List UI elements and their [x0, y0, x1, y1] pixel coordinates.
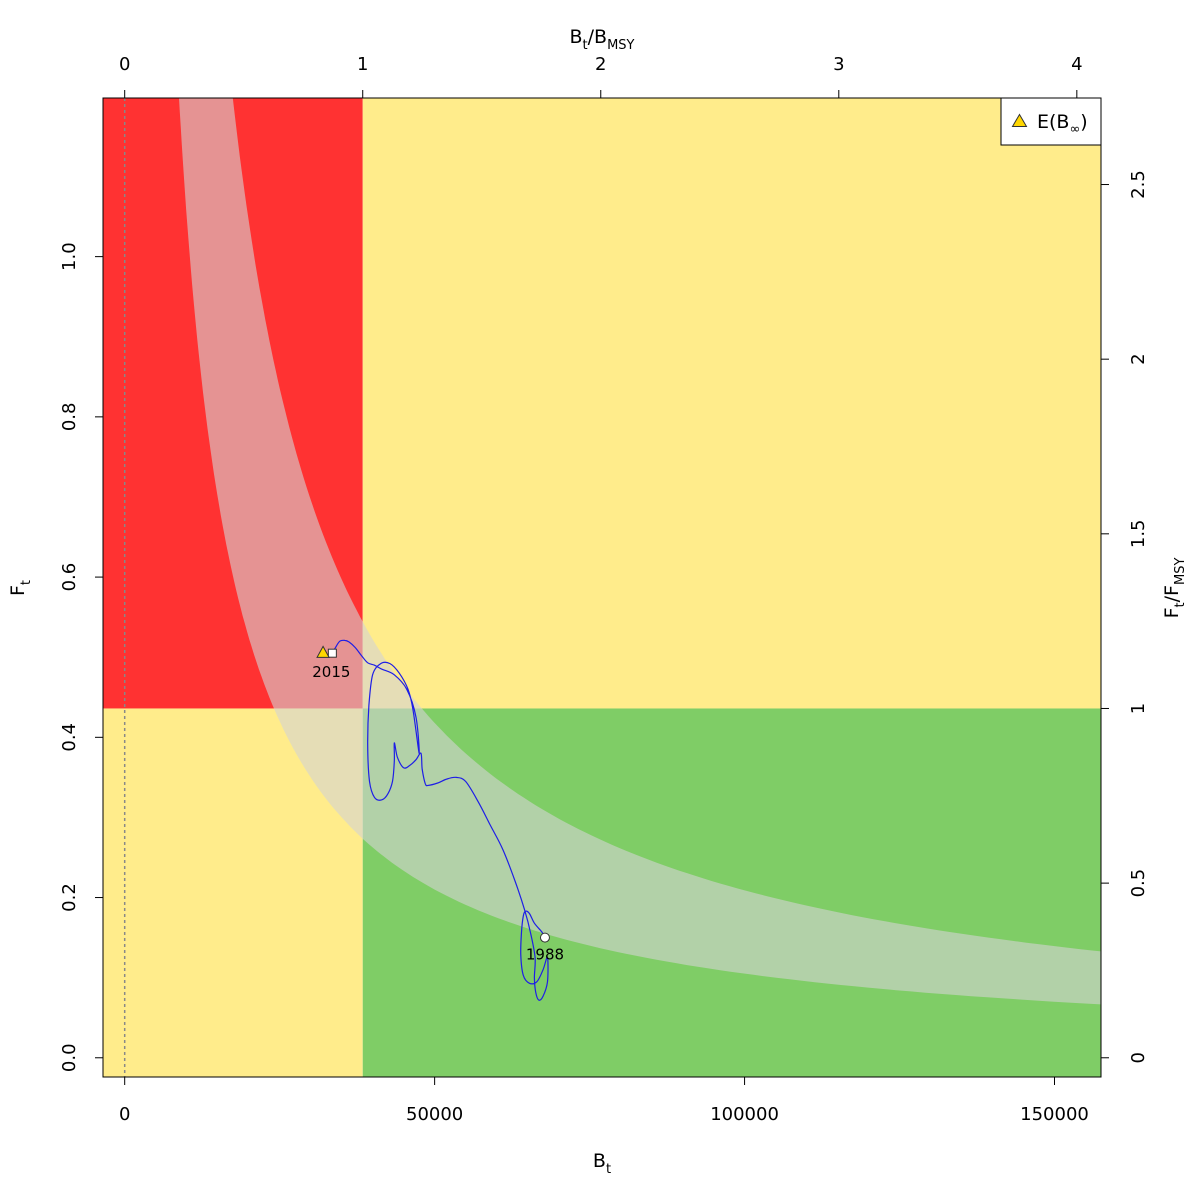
right-axis: 0 0.5 1 1.5 2 2.5	[1100, 170, 1149, 1063]
right-tick-label: 0	[1128, 1052, 1149, 1063]
y-tick-label: 0.6	[59, 563, 80, 592]
y-axis-label: Ft	[7, 580, 34, 596]
legend-triangle-icon	[1011, 113, 1028, 127]
x-tick-label: 0	[119, 1104, 130, 1125]
legend-label: E(B∞)	[1037, 111, 1088, 137]
top-tick-label: 0	[119, 54, 130, 75]
start-point	[539, 932, 550, 943]
right-tick-label: 1	[1128, 703, 1149, 714]
msy-band	[179, 98, 1101, 1005]
right-tick-label: 2.5	[1128, 170, 1149, 199]
end-year-label: 2015	[312, 663, 350, 681]
end-point	[327, 648, 337, 658]
x-tick-label: 150000	[1020, 1104, 1089, 1125]
x-tick-label: 50000	[406, 1104, 463, 1125]
right-tick-label: 0.5	[1128, 869, 1149, 898]
top-tick-label: 2	[595, 54, 606, 75]
x-axis-label: Bt	[593, 1150, 611, 1177]
plot-region: 1988 2015	[103, 98, 1101, 1077]
right-tick-label: 1.5	[1128, 520, 1149, 549]
legend: E(B∞)	[1000, 97, 1102, 146]
top-tick-label: 1	[357, 54, 368, 75]
top-axis-label: Bt/BMSY	[569, 26, 634, 53]
top-axis: 0 1 2 3 4	[119, 54, 1083, 99]
top-tick-label: 4	[1071, 54, 1082, 75]
overfishing-quadrant	[362, 98, 1101, 709]
y-tick-label: 1.0	[59, 242, 80, 271]
y-tick-label: 0.4	[59, 723, 80, 752]
y-tick-label: 0.8	[59, 403, 80, 432]
right-tick-label: 2	[1128, 353, 1149, 364]
y-tick-label: 0.0	[59, 1043, 80, 1072]
x-axis: 0 50000 100000 150000	[119, 1076, 1089, 1125]
right-axis-label: Ft/FMSY	[1161, 558, 1188, 619]
y-axis: 0.0 0.2 0.4 0.6 0.8 1.0	[59, 242, 104, 1072]
trajectory-line	[331, 639, 549, 1001]
top-tick-label: 3	[833, 54, 844, 75]
start-year-label: 1988	[526, 946, 564, 964]
y-tick-label: 0.2	[59, 883, 80, 912]
expected-biomass-marker	[316, 645, 330, 658]
x-tick-label: 100000	[710, 1104, 779, 1125]
